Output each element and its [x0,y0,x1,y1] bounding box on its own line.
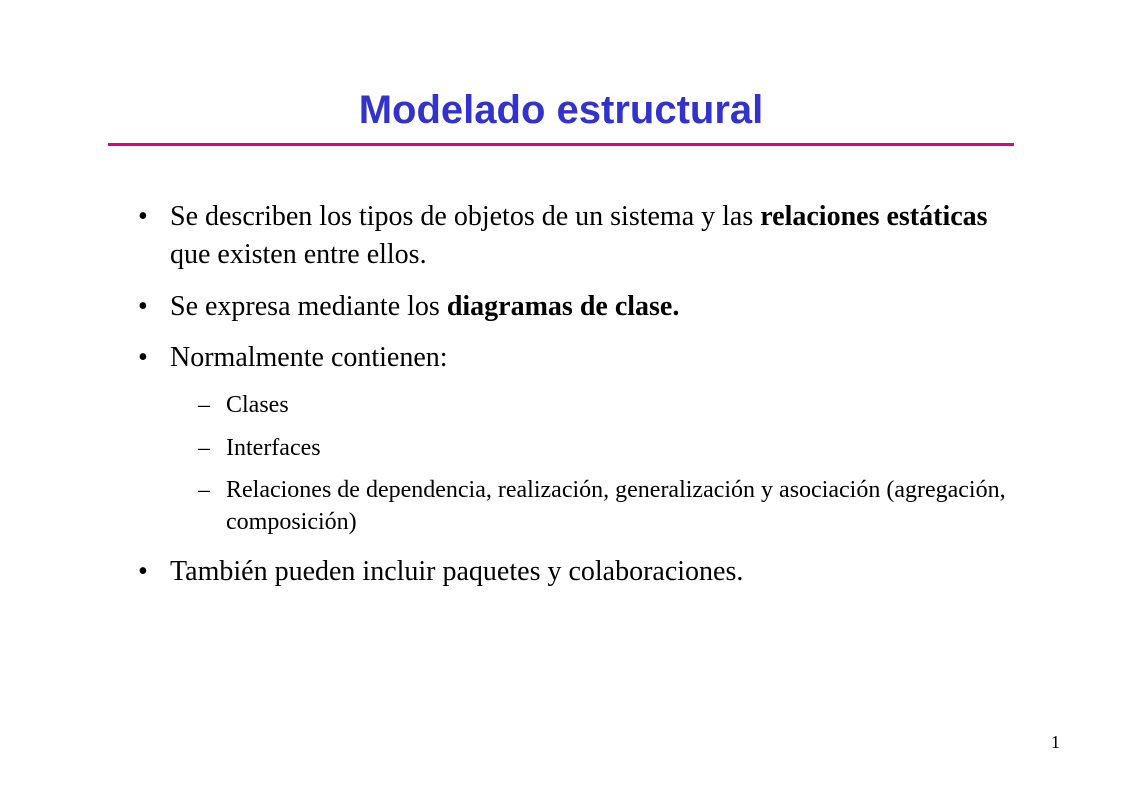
bullet-list: Se describen los tipos de objetos de un … [130,198,1012,591]
sub-bullet-item: Interfaces [198,432,1012,464]
page-number: 1 [1051,732,1060,753]
bullet-item: Normalmente contienen: Clases Interfaces… [130,339,1012,538]
slide: Modelado estructural Se describen los ti… [0,0,1122,793]
bullet-item: También pueden incluir paquetes y colabo… [130,553,1012,591]
bullet-text-pre: Normalmente contienen: [170,342,448,373]
slide-title: Modelado estructural [359,88,764,133]
bullet-item: Se expresa mediante los diagramas de cla… [130,288,1012,326]
bullet-text-pre: Se describen los tipos de objetos de un … [170,201,760,232]
sub-bullet-item: Relaciones de dependencia, realización, … [198,474,1012,539]
bullet-text-pre: También pueden incluir paquetes y colabo… [170,556,743,587]
bullet-item: Se describen los tipos de objetos de un … [130,198,1012,274]
sub-bullet-list: Clases Interfaces Relaciones de dependen… [198,389,1012,539]
bullet-text-pre: Se expresa mediante los [170,291,447,322]
sub-bullet-item: Clases [198,389,1012,421]
slide-content: Se describen los tipos de objetos de un … [0,146,1122,591]
bullet-text-post: que existen entre ellos. [170,239,427,270]
bullet-text-bold: relaciones estáticas [760,201,987,232]
title-area: Modelado estructural [0,0,1122,146]
bullet-text-bold: diagramas de clase. [447,291,680,322]
